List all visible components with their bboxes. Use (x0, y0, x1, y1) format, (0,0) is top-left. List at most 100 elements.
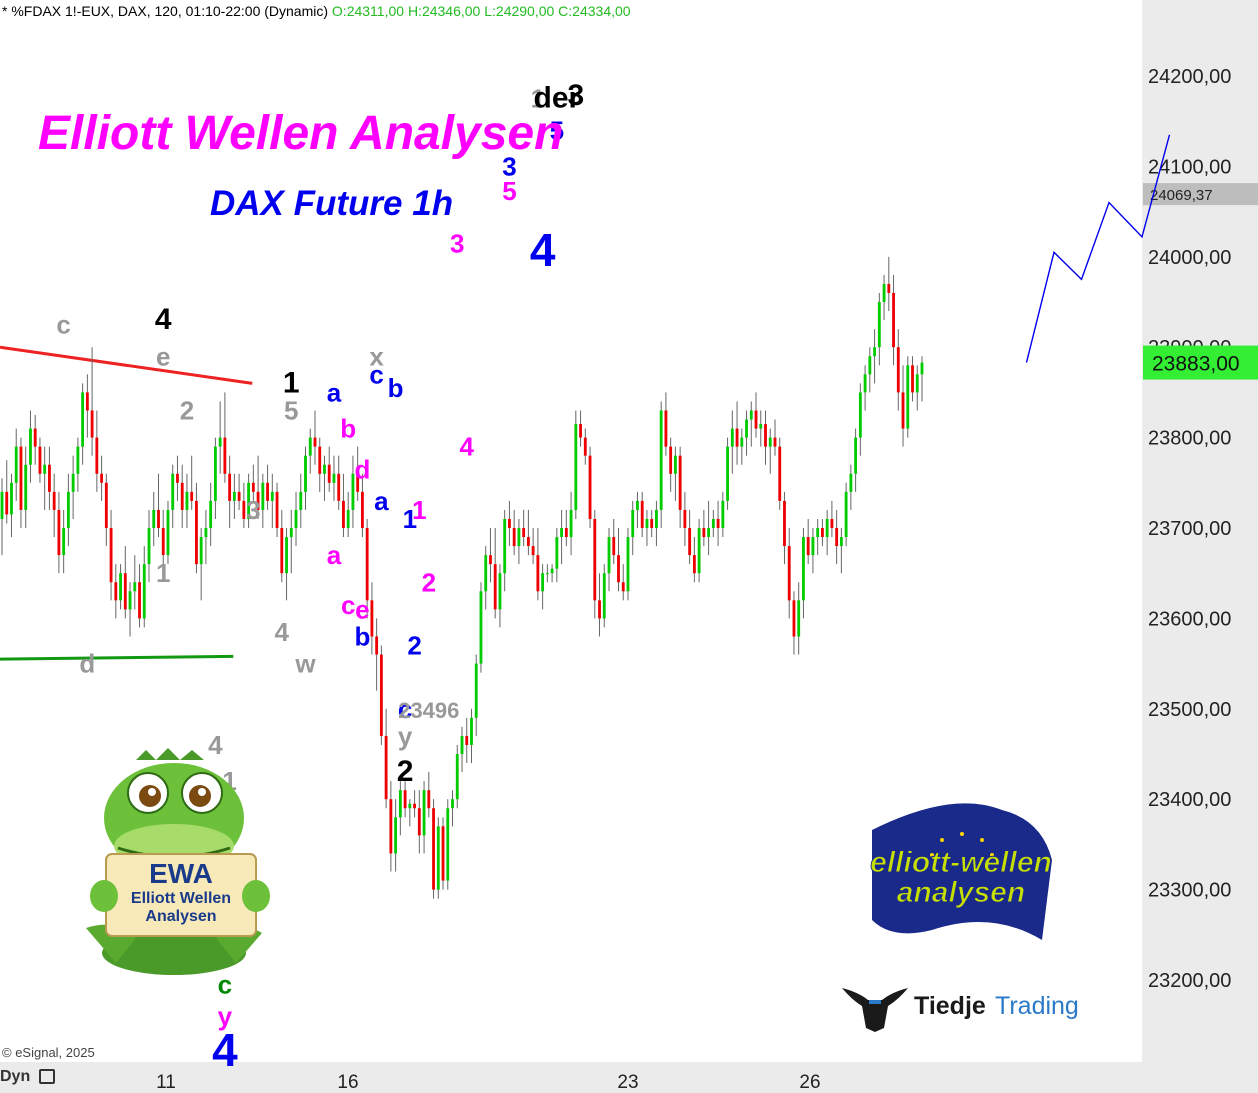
x-tick-label: 11 (156, 1072, 176, 1093)
candle (441, 817, 445, 890)
candle-body (10, 482, 13, 515)
candle-body (38, 446, 42, 474)
candle-body (550, 568, 554, 574)
wave-label: w (294, 649, 316, 679)
candle-body (778, 446, 782, 501)
lock-icon[interactable] (38, 1069, 55, 1085)
candle (318, 437, 322, 492)
candle (19, 437, 23, 528)
candle (526, 509, 530, 556)
candle-body (446, 808, 450, 881)
candle (375, 618, 379, 691)
time-axis[interactable] (0, 1062, 1258, 1093)
candle (896, 329, 900, 411)
candle-body (863, 374, 867, 393)
candle (446, 799, 450, 890)
y-tick-label: 23700,00 (1148, 518, 1231, 540)
candle-body (408, 803, 412, 809)
marker-price-label: 24069,37 (1150, 187, 1213, 204)
candle-body (474, 663, 478, 718)
candle-body (783, 500, 786, 547)
candle (304, 446, 307, 510)
candle (470, 708, 473, 764)
wave-label: 1 (156, 558, 170, 588)
candle-body (920, 362, 924, 375)
wave-label: d (79, 649, 95, 679)
candle (673, 446, 677, 501)
candle-body (157, 509, 160, 528)
wave-label: a (374, 486, 389, 516)
candle-body (432, 808, 435, 890)
x-tick-label: 16 (337, 1072, 358, 1093)
candle-body (768, 437, 772, 447)
candle-body (199, 537, 203, 565)
dyn-label[interactable]: Dyn (0, 1068, 55, 1086)
wave-label: der (534, 82, 581, 115)
candle-body (740, 437, 744, 447)
candle-body (896, 347, 900, 393)
candle-body (508, 518, 511, 528)
candle-body (280, 528, 284, 574)
candle-body (384, 735, 388, 800)
candle (754, 392, 758, 438)
candle-body (754, 410, 758, 429)
candle-body (247, 482, 251, 519)
candle (550, 564, 554, 583)
candle-body (299, 491, 303, 510)
wave-label: 2 (422, 567, 436, 597)
candle (806, 518, 810, 565)
candle (251, 464, 255, 501)
candle-body (489, 555, 492, 565)
y-tick-label: 23400,00 (1148, 789, 1231, 811)
candle (71, 455, 75, 519)
candle-body (451, 799, 454, 809)
x-tick-label: 23 (617, 1072, 638, 1093)
candle (308, 428, 312, 474)
candle-body (854, 437, 858, 474)
candle-body (816, 528, 820, 538)
candle-body (707, 528, 711, 538)
wave-label: c (56, 310, 70, 340)
candle (0, 478, 4, 556)
candle-body (498, 573, 502, 610)
candle (133, 555, 137, 610)
candle-body (465, 735, 469, 745)
candle (503, 509, 507, 592)
candle-body (673, 455, 677, 474)
candle-body (14, 446, 18, 483)
ew-logo-text: elliott-wellen analysen (856, 847, 1066, 908)
y-tick-label: 23800,00 (1148, 428, 1231, 450)
candle-body (66, 491, 70, 528)
candle-body (5, 491, 9, 515)
candle-body (901, 392, 905, 429)
x-tick-label: 26 (799, 1072, 820, 1093)
candle-body (398, 790, 402, 818)
candle (280, 509, 284, 583)
candle (232, 473, 236, 519)
candle (512, 509, 516, 556)
chart-title: Elliott Wellen Analysen (38, 107, 564, 160)
candle-body (868, 356, 872, 375)
wave-label: b (354, 622, 370, 652)
candle-body (588, 455, 592, 519)
candle (85, 374, 89, 438)
candle (541, 564, 545, 610)
candle (209, 482, 213, 547)
candle (588, 446, 592, 528)
wave-label: 1 (403, 504, 417, 534)
candle (749, 401, 753, 447)
candle (413, 790, 416, 818)
price-axis[interactable] (1142, 0, 1258, 1062)
candle (10, 473, 13, 538)
candle-body (849, 473, 853, 492)
candle-body (493, 564, 497, 610)
candle (119, 564, 122, 610)
candle-body (574, 424, 578, 510)
wave-label: 1 (412, 495, 426, 525)
sign-line3: Analysen (145, 908, 217, 925)
candle (645, 509, 649, 547)
candle (455, 744, 459, 809)
candle (104, 473, 108, 547)
candle-body (57, 509, 61, 556)
candle (66, 473, 70, 547)
